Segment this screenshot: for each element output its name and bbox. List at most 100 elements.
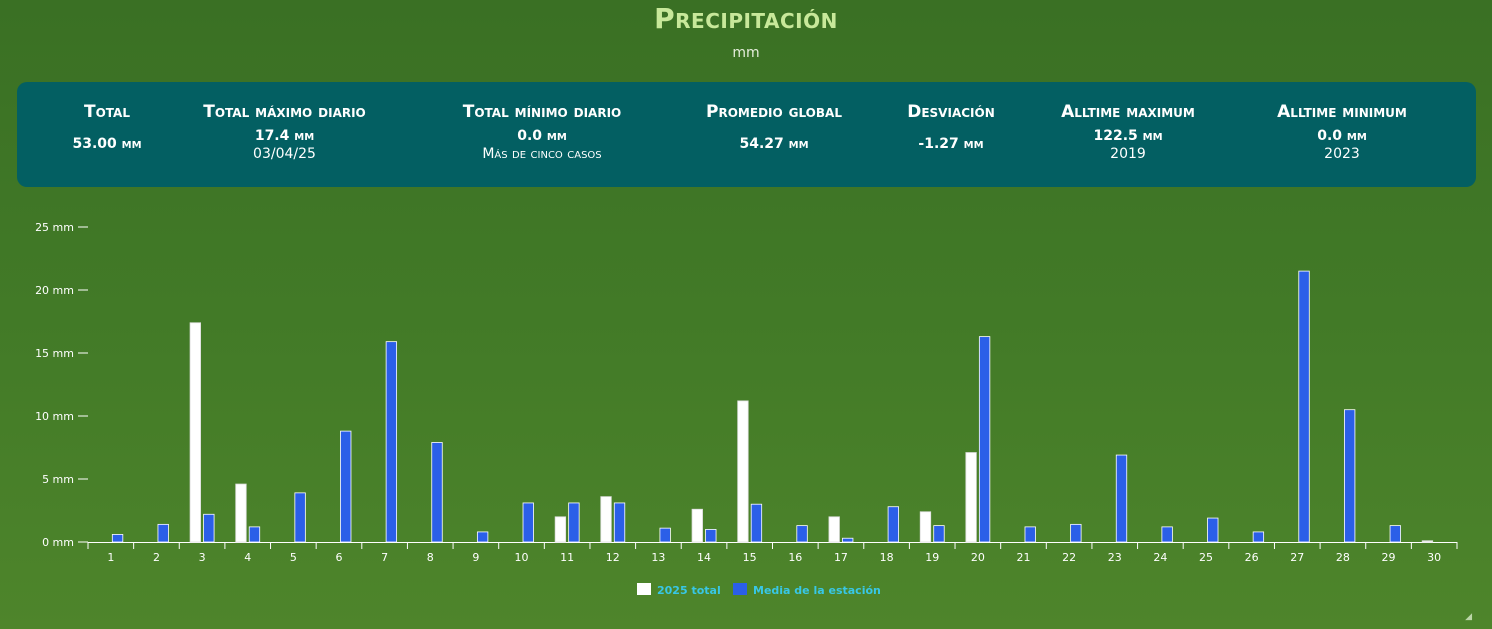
x-tick-label: 7: [381, 551, 388, 564]
x-tick-label: 21: [1016, 551, 1030, 564]
bar-station-mean[interactable]: [887, 506, 899, 543]
chart-title: Precipitación: [654, 2, 838, 35]
bar-station-mean[interactable]: [933, 525, 945, 543]
stat-label: Total máximo diario: [203, 102, 366, 122]
y-tick-label: 15 mm: [35, 347, 74, 360]
y-tick-label: 5 mm: [42, 473, 74, 486]
bar-station-mean[interactable]: [1161, 526, 1173, 543]
bar-total[interactable]: [828, 516, 840, 543]
bar-station-mean[interactable]: [1344, 409, 1356, 543]
bar-station-mean[interactable]: [1252, 531, 1265, 543]
x-tick-label: 18: [880, 551, 894, 564]
bar-station-mean[interactable]: [1070, 523, 1082, 543]
bar-total[interactable]: [737, 400, 749, 543]
y-tick-label: 25 mm: [35, 221, 74, 234]
x-tick-label: 24: [1153, 551, 1167, 564]
stat-sub: Más de cinco casos: [482, 146, 602, 162]
bar-station-mean[interactable]: [1115, 454, 1128, 543]
bar-total[interactable]: [965, 452, 977, 543]
stat-label: Alltime maximum: [1061, 102, 1195, 122]
legend-label[interactable]: 2025 total: [657, 584, 721, 597]
stat-alltime-min: Alltime minimum 0.0 mm 2023: [1257, 102, 1427, 162]
x-tick-label: 27: [1290, 551, 1304, 564]
bar-station-mean[interactable]: [1024, 526, 1036, 543]
chart-unit: mm: [732, 45, 760, 61]
y-tick-label: 10 mm: [35, 410, 74, 423]
bar-station-mean[interactable]: [431, 442, 443, 543]
bar-station-mean[interactable]: [248, 526, 261, 543]
bar-station-mean[interactable]: [659, 527, 671, 543]
y-tick-label: 0 mm: [42, 536, 74, 549]
stat-label: Total mínimo diario: [462, 102, 622, 122]
stat-label: Total: [84, 102, 130, 122]
bar-station-mean[interactable]: [157, 523, 169, 543]
bar-station-mean[interactable]: [1207, 517, 1219, 543]
legend-label[interactable]: Media de la estación: [753, 584, 881, 597]
x-tick-label: 10: [515, 551, 529, 564]
legend[interactable]: 2025 total Media de la estación: [637, 583, 881, 597]
bar-station-mean[interactable]: [568, 502, 580, 543]
x-tick-label: 13: [651, 551, 665, 564]
bar-station-mean[interactable]: [111, 534, 124, 543]
bar-station-mean[interactable]: [476, 531, 489, 543]
bars: [111, 270, 1434, 543]
stat-label: Alltime minimum: [1277, 102, 1407, 122]
stat-label: Desviación: [907, 102, 995, 122]
bar-station-mean[interactable]: [978, 336, 991, 543]
x-tick-label: 5: [290, 551, 297, 564]
stat-sub: 03/04/25: [253, 146, 316, 162]
bar-total[interactable]: [1421, 540, 1434, 543]
bar-total[interactable]: [554, 516, 567, 543]
bar-station-mean[interactable]: [294, 492, 306, 543]
x-tick-label: 19: [925, 551, 939, 564]
legend-swatch[interactable]: [637, 583, 651, 595]
resize-grip-icon[interactable]: ◢: [1465, 612, 1472, 622]
bar-station-mean[interactable]: [750, 503, 763, 543]
legend-swatch[interactable]: [733, 583, 747, 595]
x-tick-label: 6: [335, 551, 342, 564]
x-tick-label: 17: [834, 551, 848, 564]
bar-station-mean[interactable]: [1389, 525, 1401, 543]
x-tick-label: 2: [153, 551, 160, 564]
x-tick-label: 20: [971, 551, 985, 564]
bar-station-mean[interactable]: [203, 513, 215, 543]
x-tick-label: 30: [1427, 551, 1441, 564]
x-tick-label: 15: [743, 551, 757, 564]
stat-value: 54.27 mm: [739, 136, 809, 152]
y-axis: 0 mm 5 mm 10 mm 15 mm 20 mm 25 mm: [35, 221, 88, 549]
stat-max-daily: Total máximo diario 17.4 mm 03/04/25: [187, 102, 382, 162]
bar-station-mean[interactable]: [842, 537, 854, 543]
bar-station-mean[interactable]: [705, 529, 717, 543]
stat-value: 0.0 mm: [517, 128, 567, 144]
bar-station-mean[interactable]: [340, 430, 352, 543]
stat-value: 0.0 mm: [1317, 128, 1367, 144]
stat-value: 122.5 mm: [1093, 128, 1163, 144]
x-tick-label: 9: [472, 551, 479, 564]
x-tick-label: 28: [1336, 551, 1350, 564]
bar-total[interactable]: [189, 322, 201, 543]
x-tick-label: 11: [560, 551, 574, 564]
x-tick-label: 25: [1199, 551, 1213, 564]
x-tick-label: 22: [1062, 551, 1076, 564]
stat-alltime-max: Alltime maximum 122.5 mm 2019: [1043, 102, 1213, 162]
bar-station-mean[interactable]: [613, 502, 626, 543]
bar-station-mean[interactable]: [796, 525, 808, 543]
bar-total[interactable]: [691, 508, 703, 543]
x-tick-label: 26: [1245, 551, 1259, 564]
stat-label: Promedio global: [706, 102, 842, 122]
stat-total: Total 53.00 mm: [57, 102, 157, 152]
x-tick-label: 16: [788, 551, 802, 564]
bar-station-mean[interactable]: [1298, 270, 1310, 543]
bar-station-mean[interactable]: [522, 502, 534, 543]
bar-total[interactable]: [600, 496, 612, 543]
stat-sub: 2019: [1110, 146, 1146, 162]
x-tick-label: 4: [244, 551, 251, 564]
bar-total[interactable]: [919, 511, 932, 543]
x-axis: 1 2 3 4 5 6 7 8 9 10 11 12 13 14 15 16 17 18 19 20 21 22 23 24 2…: [87, 542, 1458, 564]
bar-station-mean[interactable]: [385, 341, 398, 543]
bar-total[interactable]: [235, 483, 247, 543]
x-tick-label: 3: [199, 551, 206, 564]
x-tick-label: 12: [606, 551, 620, 564]
stat-deviation: Desviación -1.27 mm: [891, 102, 1011, 152]
